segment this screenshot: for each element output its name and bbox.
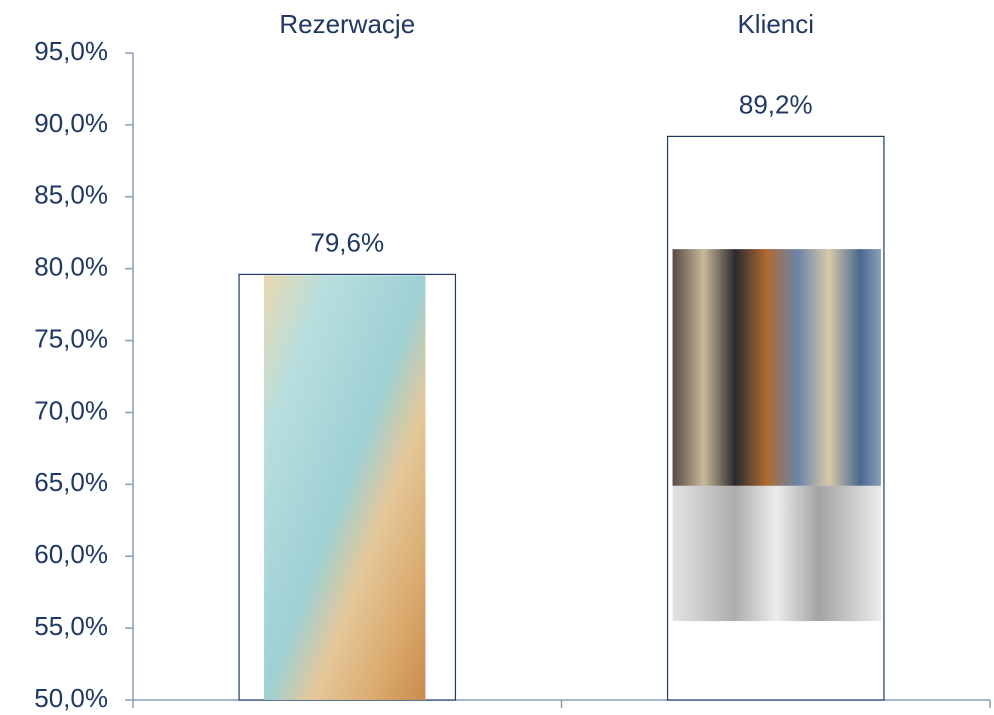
y-tick-label: 55,0% [34, 611, 108, 641]
value-label: 89,2% [739, 89, 813, 119]
value-label: 79,6% [310, 227, 384, 257]
y-tick-label: 75,0% [34, 323, 108, 353]
y-tick-label: 95,0% [34, 36, 108, 66]
y-tick-label: 50,0% [34, 683, 108, 713]
bar-picture [673, 249, 881, 486]
y-tick-label: 60,0% [34, 539, 108, 569]
y-tick-label: 90,0% [34, 108, 108, 138]
bar-picture [673, 486, 881, 621]
y-tick-label: 70,0% [34, 395, 108, 425]
category-label: Rezerwacje [279, 9, 415, 39]
bar-picture [264, 275, 425, 700]
y-tick-label: 80,0% [34, 252, 108, 282]
chart: 50,0% 55,0% 60,0% 65,0% 70,0% 75,0% 80,0% 85,0%… [0, 0, 994, 715]
category-label: Klienci [737, 9, 814, 39]
y-tick-label: 65,0% [34, 467, 108, 497]
y-tick-label: 85,0% [34, 180, 108, 210]
